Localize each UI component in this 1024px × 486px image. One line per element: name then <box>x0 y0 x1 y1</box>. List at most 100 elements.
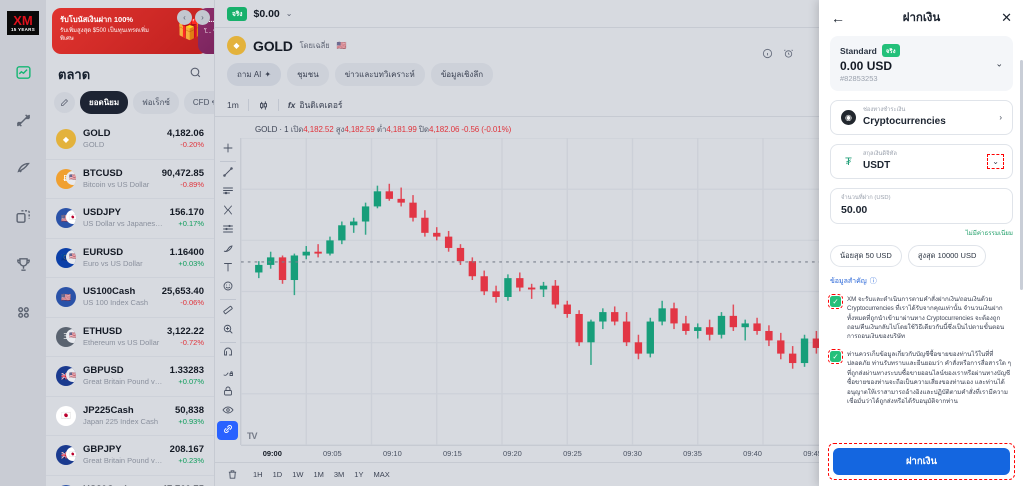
market-sidebar: ‹ › รับโบนัสเงินฝาก 100% รับเพิ่มสูงสุด … <box>46 0 214 486</box>
market-row-desc: Bitcoin vs US Dollar <box>83 179 150 189</box>
deposit-submit-button[interactable]: ฝากเงิน <box>833 448 1010 475</box>
market-row-price: 208.167 <box>169 444 204 456</box>
range-1m[interactable]: 1M <box>313 470 324 479</box>
chevron-down-icon[interactable]: ⌄ <box>995 58 1003 68</box>
draw-tool-ruler[interactable] <box>217 302 238 321</box>
candlestick-icon[interactable] <box>249 100 278 111</box>
rail-item-copy[interactable] <box>8 204 38 234</box>
payment-method-label: ช่องทางชำระเงิน <box>863 107 906 113</box>
amount-field[interactable]: จำนวนที่ฝาก (USD) 50.00 <box>830 188 1013 224</box>
rail-item-trophy[interactable] <box>8 252 38 282</box>
trade-arrows-icon <box>15 112 32 134</box>
promo-next-button[interactable]: › <box>195 10 210 25</box>
payment-method-field[interactable]: ◉ ช่องทางชำระเงิน Cryptocurrencies › <box>830 100 1013 136</box>
draw-tool-zoom-in[interactable] <box>217 321 238 340</box>
amount-value[interactable]: 50.00 <box>841 203 868 216</box>
info-icon[interactable] <box>762 46 773 64</box>
divider <box>219 299 236 300</box>
draw-tool-magnet[interactable] <box>217 345 238 364</box>
close-icon[interactable]: ✕ <box>1001 10 1012 25</box>
info-icon: ⓘ <box>869 278 877 286</box>
range-max[interactable]: MAX <box>373 470 390 479</box>
rail-item-apps[interactable] <box>8 300 38 330</box>
rail-item-rocket[interactable] <box>8 156 38 186</box>
ai-sparkle-icon: ✦ <box>264 70 272 79</box>
draw-tool-link[interactable] <box>217 421 238 440</box>
ohlc-close: 4,182.06 <box>428 125 460 134</box>
chip-news-analysis[interactable]: ข่าวและบทวิเคราะห์ <box>334 63 425 86</box>
account-selector[interactable]: Standard จริง 0.00 USD #82853253 ⌄ <box>830 36 1013 91</box>
market-row[interactable]: 🇯🇵 JP225Cash Japan 225 Index Cash 50,838 +0.… <box>46 397 214 436</box>
indicators-button[interactable]: fx อินดิเคเตอร์ <box>279 98 352 112</box>
limit-min-button[interactable]: น้อยสุด 50 USD <box>830 244 902 267</box>
range-3m[interactable]: 3M <box>333 470 345 479</box>
draw-tool-eye[interactable] <box>217 402 238 421</box>
market-row-price: 50,838 <box>174 404 204 416</box>
draw-tool-lock-drawings[interactable] <box>217 364 238 383</box>
market-row[interactable]: ◆ GOLD GOLD 4,182.06 -0.20% <box>46 120 214 160</box>
panel-scrollbar[interactable] <box>1020 60 1023 290</box>
currency-field[interactable]: ₮ สกุลเงินดิจิทัล USDT ⌄ <box>830 144 1013 180</box>
balance-bar[interactable]: จริง $0.00 ⌄ <box>215 0 1024 28</box>
draw-tool-horizontal-lines[interactable] <box>217 183 238 202</box>
fee-note: ไม่มีค่าธรรมเนียม <box>965 229 1013 237</box>
market-tab-popular[interactable]: ยอดนิยม <box>80 91 129 114</box>
range-1w[interactable]: 1W <box>292 470 304 479</box>
promo-prev-button[interactable]: ‹ <box>177 10 192 25</box>
gbp-usd-icon: 🇬🇧🇺🇸 <box>56 366 76 387</box>
chevron-down-icon[interactable]: ⌄ <box>987 154 1004 170</box>
pencil-icon[interactable] <box>54 92 75 113</box>
chip-insights[interactable]: ข้อมูลเชิงลึก <box>430 63 494 86</box>
important-info-label: ข้อมูลสำคัญ <box>830 277 867 285</box>
promo-card[interactable]: รับโบนัสเงินฝาก 100% รับเพิ่มสูงสุด $500… <box>52 8 208 54</box>
chevron-down-icon[interactable]: ⌄ <box>285 9 293 18</box>
xm-logo[interactable]: XM 15 YEARS <box>0 0 46 42</box>
draw-tool-brush[interactable] <box>217 240 238 259</box>
search-icon[interactable] <box>189 66 202 84</box>
limit-max-button[interactable]: สูงสุด 10000 USD <box>907 244 987 267</box>
draw-tool-lock[interactable] <box>217 383 238 402</box>
chip-ask-ai[interactable]: ถาม AI ✦ <box>227 63 282 86</box>
trash-icon[interactable] <box>227 469 238 480</box>
drawing-toolbar[interactable] <box>215 138 241 445</box>
market-tab-forex[interactable]: ฟอเร็กซ์ <box>133 91 179 114</box>
draw-tool-text[interactable] <box>217 259 238 278</box>
market-row-change: +0.23% <box>178 456 204 466</box>
draw-tool-crosshair[interactable] <box>217 140 238 159</box>
deposit-panel: ← ฝากเงิน ✕ Standard จริง 0.00 USD #8285… <box>819 0 1024 486</box>
account-number: #82853253 <box>840 74 878 83</box>
draw-tool-emoji[interactable] <box>217 278 238 297</box>
market-tab-cfd[interactable]: CFD ขอ <box>183 91 214 114</box>
range-1d[interactable]: 1D <box>272 470 283 479</box>
draw-tool-pitchfork[interactable] <box>217 202 238 221</box>
chip-community[interactable]: ชุมชน <box>287 63 329 86</box>
draw-tool-fib[interactable] <box>217 221 238 240</box>
rail-item-trade[interactable] <box>8 108 38 138</box>
draw-tool-trend-line[interactable] <box>217 164 238 183</box>
market-row[interactable]: 🇺🇸US30CashWall Street 30 Index ...47,760… <box>46 476 214 486</box>
range-1h[interactable]: 1H <box>253 470 263 479</box>
ohlc-change: -0.56 (-0.01%) <box>461 125 512 134</box>
us30-icon: 🇺🇸 <box>56 484 76 486</box>
important-info-link[interactable]: ข้อมูลสำคัญ ⓘ <box>830 276 1013 287</box>
consent-checkbox-1[interactable]: ✓ <box>828 293 843 309</box>
market-row[interactable]: 🇺🇸 US100Cash US 100 Index Cash 25,653.40 -0.… <box>46 278 214 318</box>
range-1y[interactable]: 1Y <box>354 470 364 479</box>
market-row-change: +0.07% <box>178 377 204 387</box>
rail-item-chart[interactable] <box>8 60 38 90</box>
alarm-icon[interactable] <box>783 46 794 64</box>
back-arrow-icon[interactable]: ← <box>831 10 845 26</box>
range-selector[interactable]: 1H 1D 1W 1M 3M 1Y MAX <box>248 470 395 479</box>
consent-checkbox-2[interactable]: ✓ <box>828 348 843 364</box>
interval-selector[interactable]: 1m <box>227 100 239 110</box>
market-row-symbol: GBPUSD <box>83 365 124 377</box>
chevron-right-icon[interactable]: › <box>999 113 1002 123</box>
time-tick: 09:35 <box>683 449 702 458</box>
